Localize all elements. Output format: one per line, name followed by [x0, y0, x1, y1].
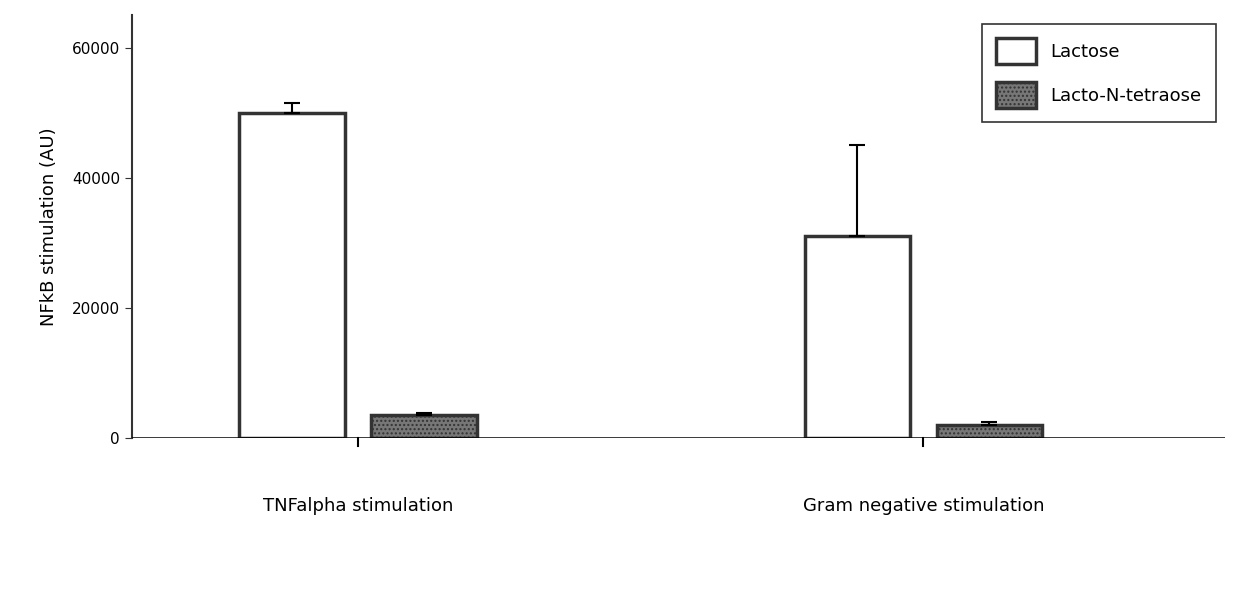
Text: Gram negative stimulation: Gram negative stimulation: [802, 497, 1044, 515]
Legend: Lactose, Lacto-N-tetraose: Lactose, Lacto-N-tetraose: [982, 24, 1216, 122]
Bar: [371, 415, 476, 438]
Bar: [936, 425, 1042, 438]
Bar: [805, 236, 910, 438]
Text: TNFalpha stimulation: TNFalpha stimulation: [263, 497, 453, 515]
Y-axis label: NFkB stimulation (AU): NFkB stimulation (AU): [40, 127, 58, 326]
Bar: [239, 113, 345, 438]
